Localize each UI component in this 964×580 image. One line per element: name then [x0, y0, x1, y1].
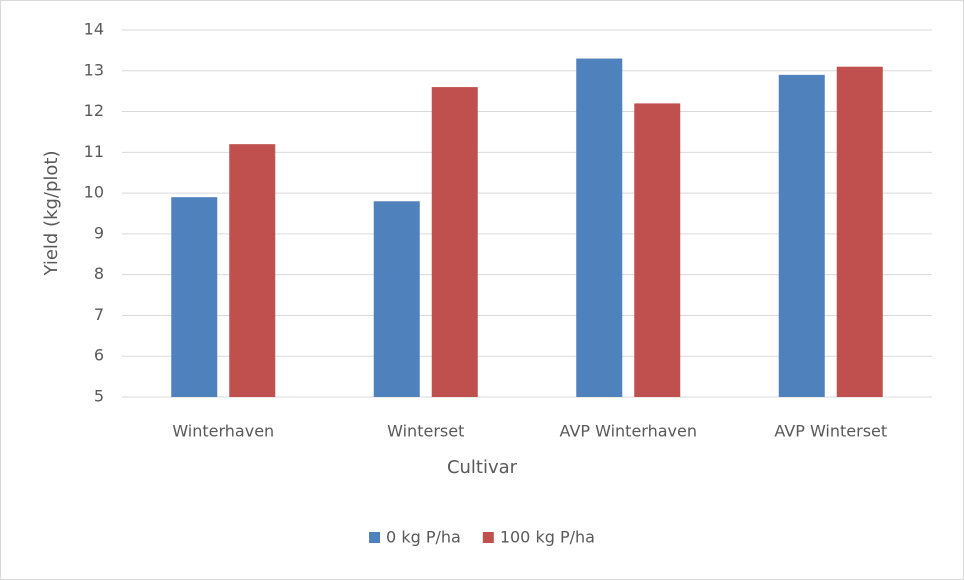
bar	[836, 66, 883, 397]
y-tick-label: 11	[84, 142, 104, 161]
x-tick-label: Winterhaven	[172, 422, 274, 441]
y-tick-label: 9	[94, 223, 104, 242]
x-axis-title: Cultivar	[447, 457, 518, 478]
legend-label: 0 kg P/ha	[386, 528, 461, 547]
x-tick-label: Winterset	[387, 422, 464, 441]
legend-label: 100 kg P/ha	[500, 528, 595, 547]
legend-swatch	[482, 532, 494, 543]
bar	[229, 144, 276, 397]
x-tick-label: AVP Winterset	[774, 422, 887, 441]
y-tick-label: 12	[84, 101, 104, 120]
x-tick-label: AVP Winterhaven	[560, 422, 697, 441]
bar	[171, 197, 218, 397]
y-tick-label: 7	[94, 305, 104, 324]
y-axis-title: Yield (kg/plot)	[41, 150, 62, 276]
y-tick-label: 5	[94, 387, 104, 406]
bar	[373, 201, 420, 397]
bar	[778, 74, 825, 397]
y-tick-label: 13	[84, 60, 104, 79]
y-tick-label: 8	[94, 264, 104, 283]
y-tick-label: 10	[84, 183, 104, 202]
legend-swatch	[369, 532, 381, 543]
y-tick-label: 14	[84, 20, 104, 39]
bar	[634, 103, 681, 398]
bar	[431, 87, 478, 397]
y-tick-label: 6	[94, 346, 104, 365]
bar	[576, 58, 623, 398]
